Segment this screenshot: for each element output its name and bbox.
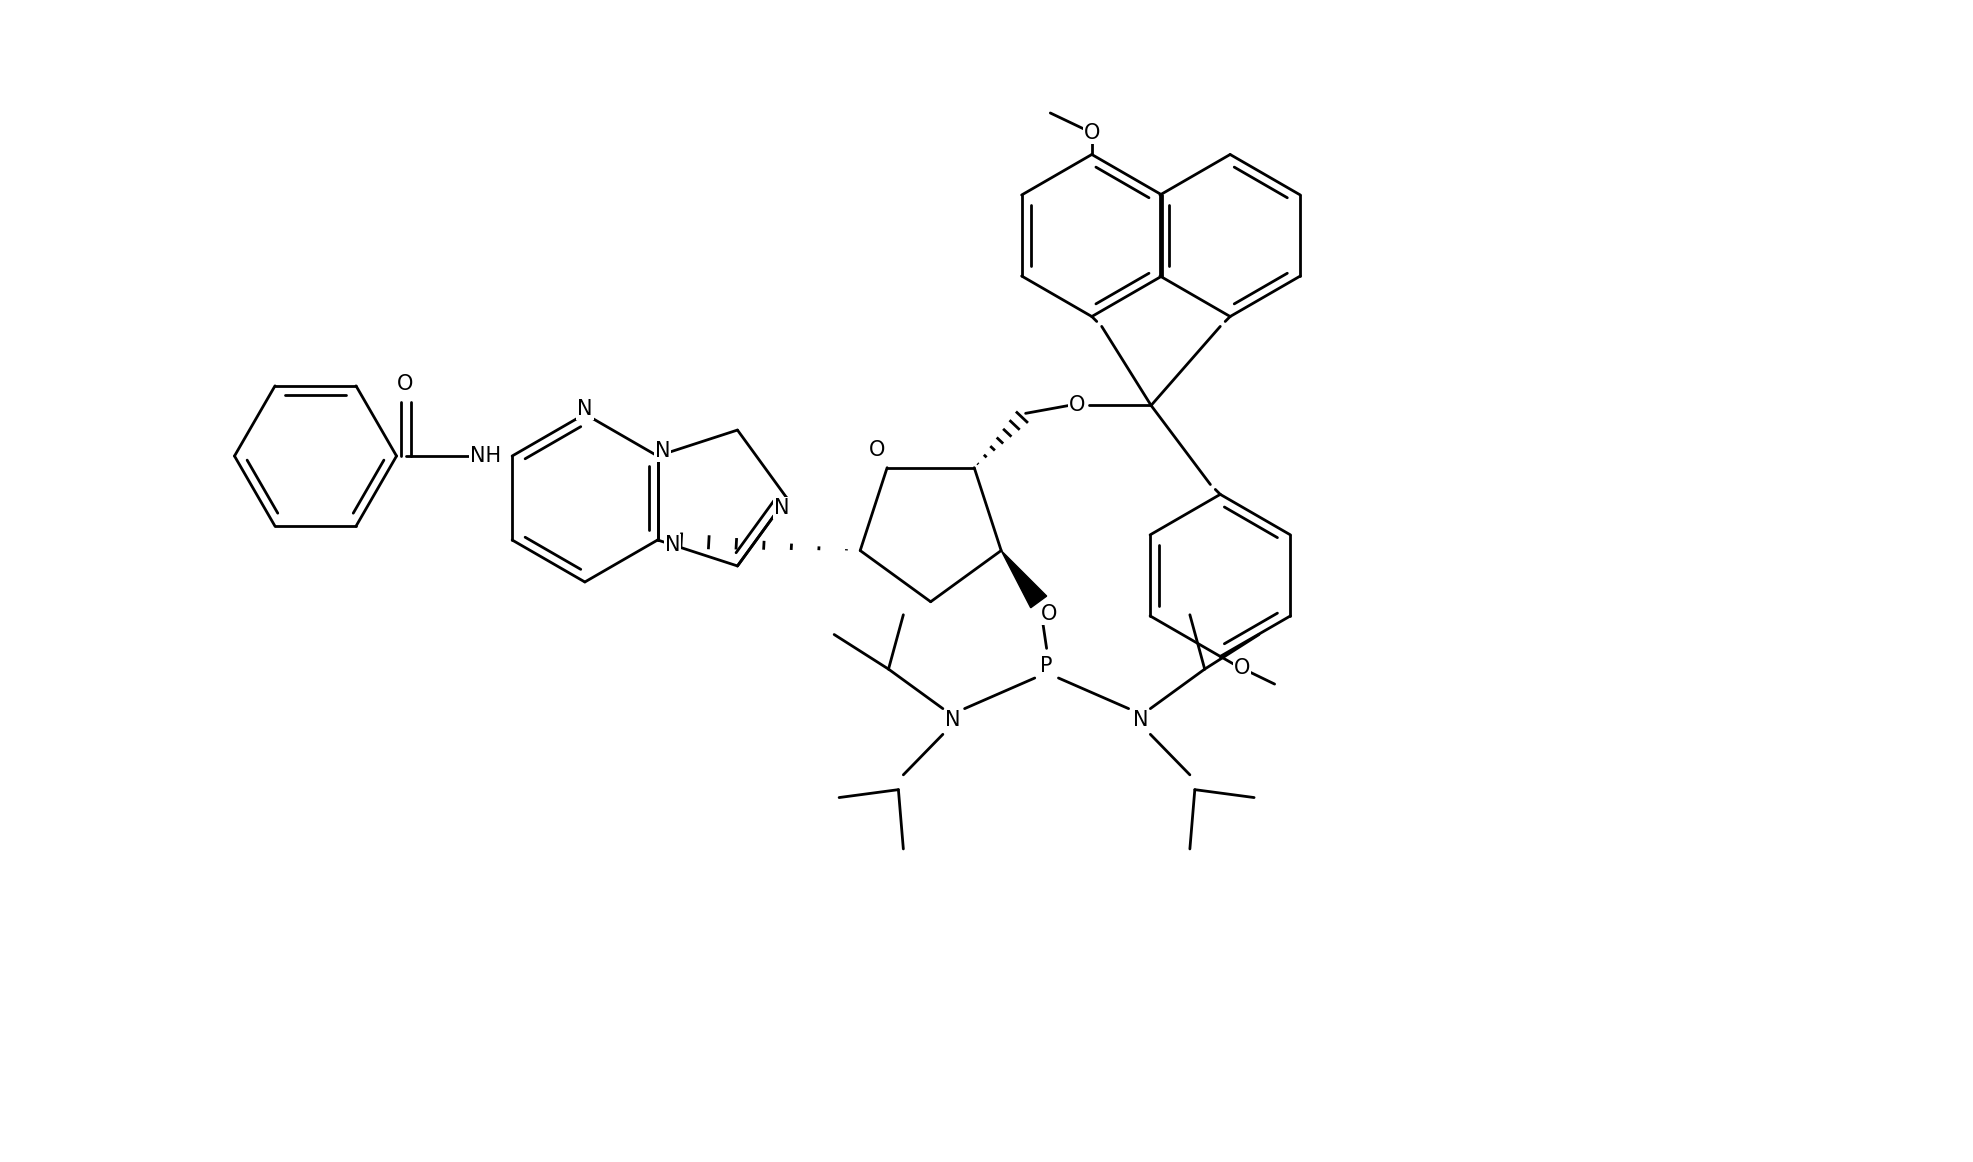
Text: P: P — [1040, 657, 1052, 676]
Text: N: N — [576, 399, 592, 419]
Text: O: O — [1233, 658, 1249, 679]
Text: N: N — [655, 442, 671, 461]
Text: N: N — [665, 535, 681, 555]
Text: O: O — [397, 374, 414, 394]
Text: N: N — [773, 497, 789, 518]
Polygon shape — [1000, 551, 1046, 608]
Text: O: O — [1040, 604, 1056, 624]
Text: O: O — [1083, 123, 1099, 143]
Text: N: N — [945, 710, 961, 731]
Text: N: N — [1133, 710, 1148, 731]
Text: O: O — [1067, 395, 1085, 416]
Text: O: O — [868, 440, 886, 460]
Text: NH: NH — [470, 446, 501, 466]
